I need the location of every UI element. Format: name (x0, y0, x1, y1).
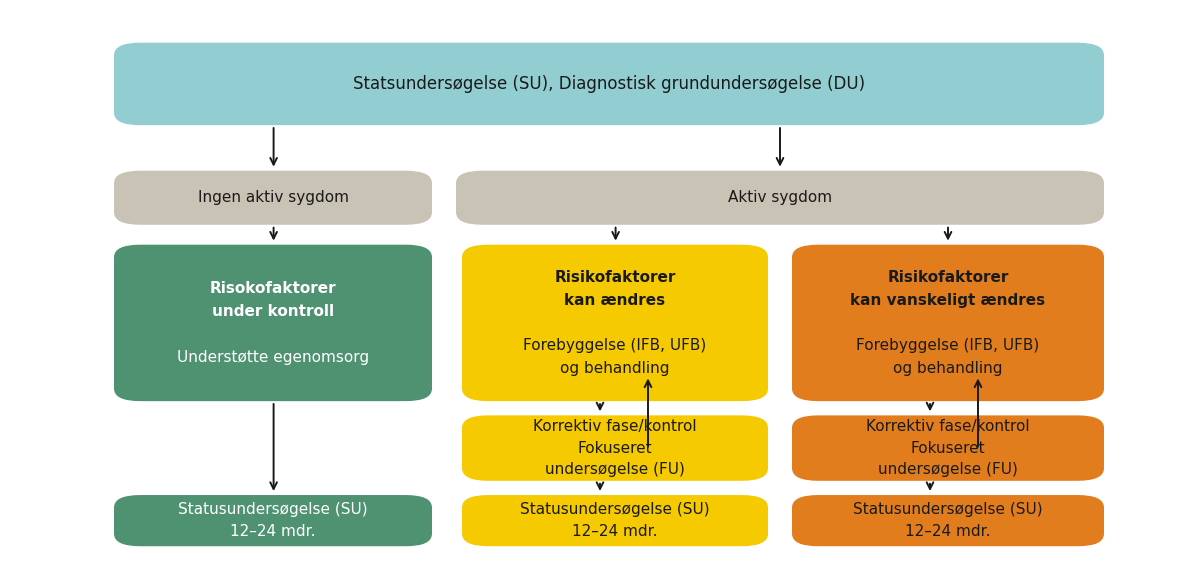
Text: Statusundersøgelse (SU): Statusundersøgelse (SU) (178, 502, 368, 517)
FancyBboxPatch shape (792, 415, 1104, 481)
Text: Ingen aktiv sygdom: Ingen aktiv sygdom (198, 190, 348, 205)
Text: under kontroll: under kontroll (212, 304, 334, 319)
FancyBboxPatch shape (462, 415, 768, 481)
Text: Risikofaktorer: Risikofaktorer (887, 270, 1009, 285)
Text: Aktiv sygdom: Aktiv sygdom (728, 190, 832, 205)
FancyBboxPatch shape (792, 245, 1104, 401)
FancyBboxPatch shape (114, 43, 1104, 125)
Text: og behandling: og behandling (893, 361, 1003, 376)
Text: og behandling: og behandling (560, 361, 670, 376)
FancyBboxPatch shape (462, 495, 768, 546)
Text: undersøgelse (FU): undersøgelse (FU) (545, 462, 685, 477)
Text: 12–24 mdr.: 12–24 mdr. (572, 524, 658, 539)
Text: kan ændres: kan ændres (564, 292, 666, 308)
Text: 12–24 mdr.: 12–24 mdr. (905, 524, 991, 539)
FancyBboxPatch shape (114, 495, 432, 546)
FancyBboxPatch shape (462, 245, 768, 401)
Text: Statusundersøgelse (SU): Statusundersøgelse (SU) (853, 502, 1043, 517)
Text: kan vanskeligt ændres: kan vanskeligt ændres (851, 292, 1045, 308)
Text: Understøtte egenomsorg: Understøtte egenomsorg (176, 349, 370, 365)
Text: undersøgelse (FU): undersøgelse (FU) (878, 462, 1018, 477)
Text: Fokuseret: Fokuseret (911, 440, 985, 456)
Text: 12–24 mdr.: 12–24 mdr. (230, 524, 316, 539)
Text: Fokuseret: Fokuseret (577, 440, 653, 456)
Text: Forebyggelse (IFB, UFB): Forebyggelse (IFB, UFB) (857, 338, 1039, 353)
Text: Forebyggelse (IFB, UFB): Forebyggelse (IFB, UFB) (523, 338, 707, 353)
FancyBboxPatch shape (114, 245, 432, 401)
Text: Statsundersøgelse (SU), Diagnostisk grundundersøgelse (DU): Statsundersøgelse (SU), Diagnostisk grun… (353, 75, 865, 93)
Text: Risokofaktorer: Risokofaktorer (210, 281, 336, 296)
Text: Risikofaktorer: Risikofaktorer (554, 270, 676, 285)
FancyBboxPatch shape (792, 495, 1104, 546)
Text: Statusundersøgelse (SU): Statusundersøgelse (SU) (520, 502, 710, 517)
FancyBboxPatch shape (114, 171, 432, 225)
Text: Korrektiv fase/kontrol: Korrektiv fase/kontrol (866, 419, 1030, 434)
Text: Korrektiv fase/kontrol: Korrektiv fase/kontrol (533, 419, 697, 434)
FancyBboxPatch shape (456, 171, 1104, 225)
